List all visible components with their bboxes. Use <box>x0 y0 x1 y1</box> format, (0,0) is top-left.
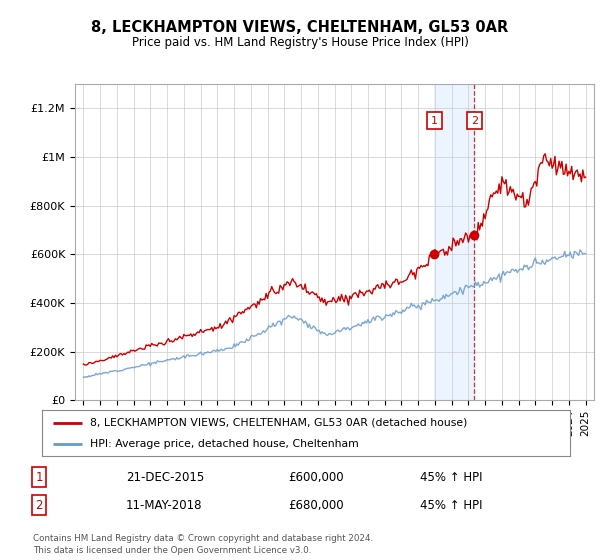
Text: 2: 2 <box>471 115 478 125</box>
Text: HPI: Average price, detached house, Cheltenham: HPI: Average price, detached house, Chel… <box>89 439 358 449</box>
Text: Contains HM Land Registry data © Crown copyright and database right 2024.
This d: Contains HM Land Registry data © Crown c… <box>33 534 373 555</box>
Bar <box>434 84 475 400</box>
Text: 11-MAY-2018: 11-MAY-2018 <box>126 498 203 512</box>
Text: 1: 1 <box>35 470 43 484</box>
Text: 2: 2 <box>35 498 43 512</box>
Text: 21-DEC-2015: 21-DEC-2015 <box>126 470 204 484</box>
Text: Price paid vs. HM Land Registry's House Price Index (HPI): Price paid vs. HM Land Registry's House … <box>131 36 469 49</box>
Text: 8, LECKHAMPTON VIEWS, CHELTENHAM, GL53 0AR: 8, LECKHAMPTON VIEWS, CHELTENHAM, GL53 0… <box>91 20 509 35</box>
Text: £600,000: £600,000 <box>288 470 344 484</box>
Text: 1: 1 <box>431 115 438 125</box>
Text: 45% ↑ HPI: 45% ↑ HPI <box>420 498 482 512</box>
Text: £680,000: £680,000 <box>288 498 344 512</box>
Text: 45% ↑ HPI: 45% ↑ HPI <box>420 470 482 484</box>
Text: 8, LECKHAMPTON VIEWS, CHELTENHAM, GL53 0AR (detached house): 8, LECKHAMPTON VIEWS, CHELTENHAM, GL53 0… <box>89 418 467 428</box>
